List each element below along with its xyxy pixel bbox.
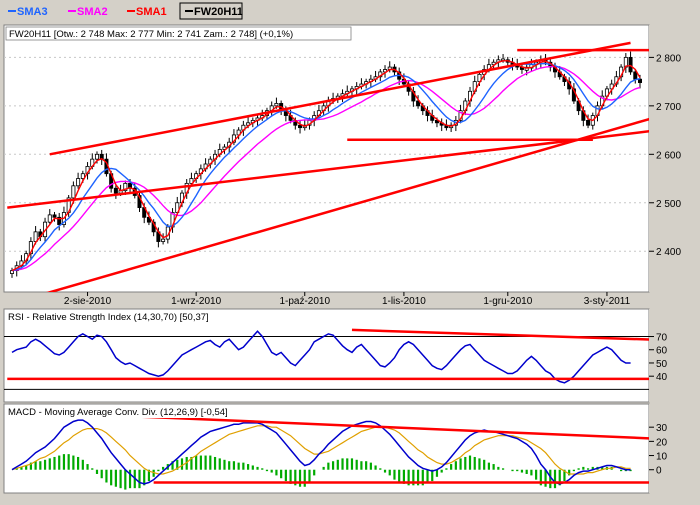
candle-body [246,122,251,126]
xtick-label: 1-paź-2010 [279,296,330,307]
price-ytick-label: 2 400 [656,247,681,258]
legend-label: SMA3 [17,6,48,18]
rsi-ytick-label: 50 [656,359,668,370]
xtick-label: 1-wrz-2010 [171,296,221,307]
macd-signal-line [11,425,631,475]
candle-body [638,78,643,83]
xtick-label: 2-sie-2010 [64,296,112,307]
candle-body [94,153,99,160]
rsi-ytick-label: 70 [656,333,668,344]
legend-label: FW20H11 [194,6,243,18]
rsi-line [11,330,631,384]
candle-body [113,187,118,194]
candle-body [57,216,62,225]
sma3-line [11,63,641,272]
price-pane [3,24,650,293]
candle-body [80,173,85,179]
rsi-pane [3,308,650,403]
candle-body [71,185,76,199]
sma1-line [11,60,641,272]
price-plot [4,41,649,292]
xtick-label: 1-gru-2010 [483,296,532,307]
candle-body [298,124,303,129]
rsi-trendline [351,328,649,341]
macd-plot [11,414,649,490]
price-axis-area [649,25,693,292]
candle-body [9,270,14,274]
rsi-title-box [6,311,264,323]
price-ytick-label: 2 800 [656,53,681,64]
macd-ytick-label: 20 [656,437,668,448]
candle-body [586,119,591,126]
price-ytick-label: 2 500 [656,199,681,210]
sma2-line [11,65,641,272]
xtick-label: 3-sty-2011 [584,296,631,307]
xtick-label: 1-lis-2010 [382,296,426,307]
price-title-box [5,26,352,41]
price-trendline [49,41,631,156]
rsi-plot [4,328,649,390]
macd-title: MACD - Moving Average Conv. Div. (12,26,… [8,407,228,418]
macd-axis-area [649,404,693,493]
candle-body [47,214,52,223]
rsi-title: RSI - Relative Strength Index (14,30,70)… [8,312,209,323]
legend-label: SMA1 [136,6,167,18]
legend-label: SMA2 [77,6,108,18]
rsi-axis-area [649,309,693,402]
candle-body [628,56,633,73]
macd-line [11,419,631,485]
macd-ytick-label: 30 [656,423,668,434]
price-ytick-label: 2 600 [656,150,681,161]
candle-body [274,103,279,107]
macd-ytick-label: 0 [656,466,662,477]
price-ytick-label: 2 700 [656,102,681,113]
candle-body [416,100,421,107]
macd-trendline [120,414,649,440]
candle-body [52,214,57,218]
price-trendline [7,130,649,209]
candle-body [383,69,388,73]
candle-body [434,119,439,124]
rsi-ytick-label: 60 [656,346,668,357]
candle-body [189,178,194,184]
candle-body [491,61,496,66]
candle-body [524,66,529,71]
candle-body [161,238,166,242]
legend-selected-box [179,2,243,20]
rsi-ytick-label: 40 [656,372,668,383]
candle-body [123,182,128,192]
macd-ytick-label: 10 [656,452,668,463]
price-title: FW20H11 [Otw.: 2 748 Max: 2 777 Min: 2 7… [9,29,293,40]
candle-body [76,178,81,187]
candle-body [633,71,638,80]
macd-title-box [6,406,264,418]
price-trendline [46,117,649,292]
